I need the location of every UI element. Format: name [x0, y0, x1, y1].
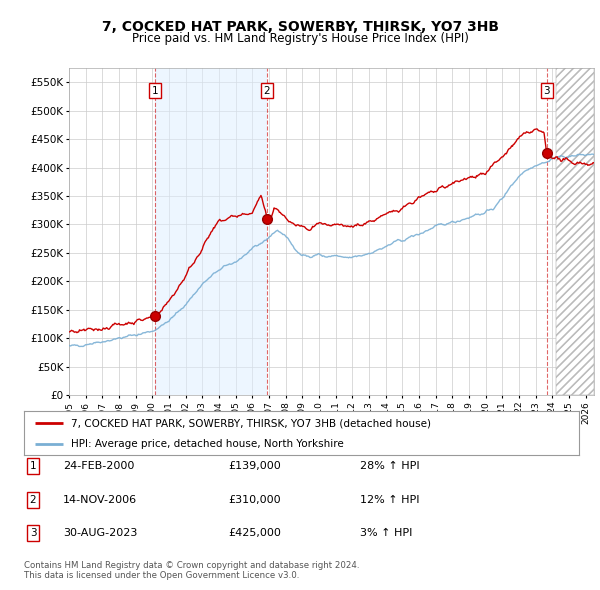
Text: 1: 1: [151, 86, 158, 96]
Text: Contains HM Land Registry data © Crown copyright and database right 2024.: Contains HM Land Registry data © Crown c…: [24, 560, 359, 569]
Text: 7, COCKED HAT PARK, SOWERBY, THIRSK, YO7 3HB (detached house): 7, COCKED HAT PARK, SOWERBY, THIRSK, YO7…: [71, 418, 431, 428]
Text: 2: 2: [263, 86, 270, 96]
Text: £139,000: £139,000: [228, 461, 281, 471]
Text: 28% ↑ HPI: 28% ↑ HPI: [360, 461, 419, 471]
Text: 12% ↑ HPI: 12% ↑ HPI: [360, 495, 419, 504]
Text: 30-AUG-2023: 30-AUG-2023: [63, 529, 137, 538]
Text: 3% ↑ HPI: 3% ↑ HPI: [360, 529, 412, 538]
Bar: [556, 68, 594, 395]
Text: £425,000: £425,000: [228, 529, 281, 538]
Text: 24-FEB-2000: 24-FEB-2000: [63, 461, 134, 471]
Text: £310,000: £310,000: [228, 495, 281, 504]
Text: 3: 3: [544, 86, 550, 96]
Text: 3: 3: [29, 529, 37, 538]
Text: HPI: Average price, detached house, North Yorkshire: HPI: Average price, detached house, Nort…: [71, 438, 344, 448]
Text: This data is licensed under the Open Government Licence v3.0.: This data is licensed under the Open Gov…: [24, 571, 299, 580]
Text: 7, COCKED HAT PARK, SOWERBY, THIRSK, YO7 3HB: 7, COCKED HAT PARK, SOWERBY, THIRSK, YO7…: [101, 19, 499, 34]
Text: Price paid vs. HM Land Registry's House Price Index (HPI): Price paid vs. HM Land Registry's House …: [131, 32, 469, 45]
Text: 14-NOV-2006: 14-NOV-2006: [63, 495, 137, 504]
Text: 2: 2: [29, 495, 37, 504]
Bar: [155, 68, 267, 395]
Text: 1: 1: [29, 461, 37, 471]
